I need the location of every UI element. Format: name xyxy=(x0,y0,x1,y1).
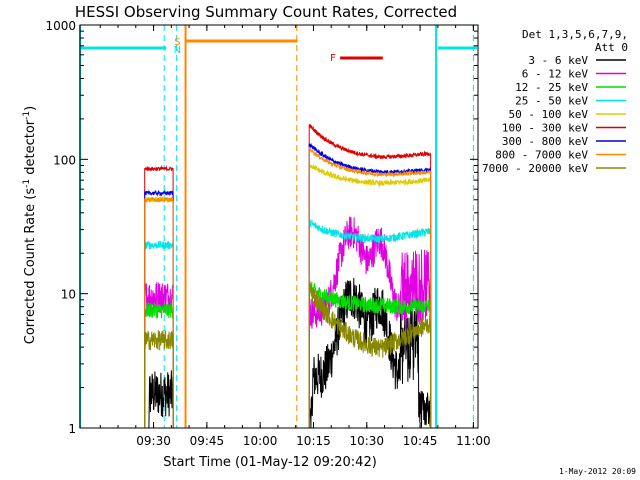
background-marks: SN F xyxy=(79,25,477,428)
legend-entry-label: 6 - 12 keV xyxy=(522,68,589,81)
chart-title: HESSI Observing Summary Count Rates, Cor… xyxy=(75,3,457,21)
y-tick-label: 1 xyxy=(68,422,76,436)
series-line-seg1 xyxy=(144,370,174,429)
series-line-seg2 xyxy=(308,146,432,429)
legend-entry-label: 7000 - 20000 keV xyxy=(482,162,588,175)
legend-header-attenuator: Att 0 xyxy=(595,41,628,54)
series-2 xyxy=(144,281,432,429)
series-line-seg2 xyxy=(308,218,432,429)
legend-header-detectors: Det 1,3,5,6,7,9, xyxy=(522,28,628,41)
series-5 xyxy=(144,124,432,429)
series-line-seg2 xyxy=(308,281,432,429)
annotation-f: F xyxy=(330,53,336,64)
series-0 xyxy=(144,277,432,429)
y-tick-label: 100 xyxy=(53,153,76,167)
series-line-seg2 xyxy=(308,277,432,429)
series-line-seg1 xyxy=(144,240,174,429)
y-axis-label: Corrected Count Rate (s-1 detector-1) xyxy=(22,106,38,344)
legend-entry-label: 25 - 50 keV xyxy=(515,95,588,108)
series-line-seg1 xyxy=(144,164,174,429)
x-tick-label: 10:15 xyxy=(296,434,331,448)
x-tick-label: 10:30 xyxy=(349,434,384,448)
series-line-seg1 xyxy=(144,189,174,429)
legend-entry-label: 100 - 300 keV xyxy=(502,122,588,135)
plot-area: SN F 09:30 09:45 10:00 10:15 10:30 10:45 11:00 1… xyxy=(45,19,490,448)
x-axis-label: Start Time (01-May-12 09:20:42) xyxy=(163,455,377,470)
y-tick-label: 1000 xyxy=(45,19,76,33)
x-tick-label: 09:45 xyxy=(190,434,225,448)
x-tick-label: 11:00 xyxy=(456,434,491,448)
plot-frame xyxy=(79,24,479,429)
series-line-seg2 xyxy=(308,281,432,429)
legend-entry-label: 300 - 800 keV xyxy=(502,135,588,148)
axis-ticks: 09:30 09:45 10:00 10:15 10:30 10:45 11:00 1 10 10… xyxy=(45,19,490,448)
annotation-n: N xyxy=(174,45,181,56)
y-axis-label-end: ) xyxy=(23,106,38,111)
y-axis-label-main: Corrected Count Rate (s xyxy=(23,188,38,345)
footer-date: 1-May-2012 20:09 xyxy=(559,467,636,476)
y-tick-label: 10 xyxy=(61,288,76,302)
series-line-seg1 xyxy=(144,329,174,429)
legend-entry-label: 3 - 6 keV xyxy=(528,54,588,67)
series-line-seg1 xyxy=(144,302,174,429)
x-tick-label: 10:45 xyxy=(403,434,438,448)
x-tick-label: 09:30 xyxy=(136,434,171,448)
series-group xyxy=(144,124,432,429)
series-8 xyxy=(144,281,432,429)
series-line-seg2 xyxy=(308,162,432,429)
legend-entry-label: 800 - 7000 keV xyxy=(495,149,588,162)
plot-background xyxy=(80,25,478,428)
x-tick-label: 10:00 xyxy=(243,434,278,448)
series-line-seg2 xyxy=(308,124,432,429)
series-3 xyxy=(144,218,432,429)
legend-entry-label: 12 - 25 keV xyxy=(515,81,588,94)
series-line-seg1 xyxy=(144,196,174,429)
legend-entry-label: 50 - 100 keV xyxy=(509,108,589,121)
series-7 xyxy=(144,146,432,429)
y-axis-label-mid: detector xyxy=(23,119,38,179)
y-axis-label-sup2: -1 xyxy=(22,111,32,120)
annotation-s: S xyxy=(174,37,180,48)
y-axis-label-sup1: -1 xyxy=(22,179,32,188)
